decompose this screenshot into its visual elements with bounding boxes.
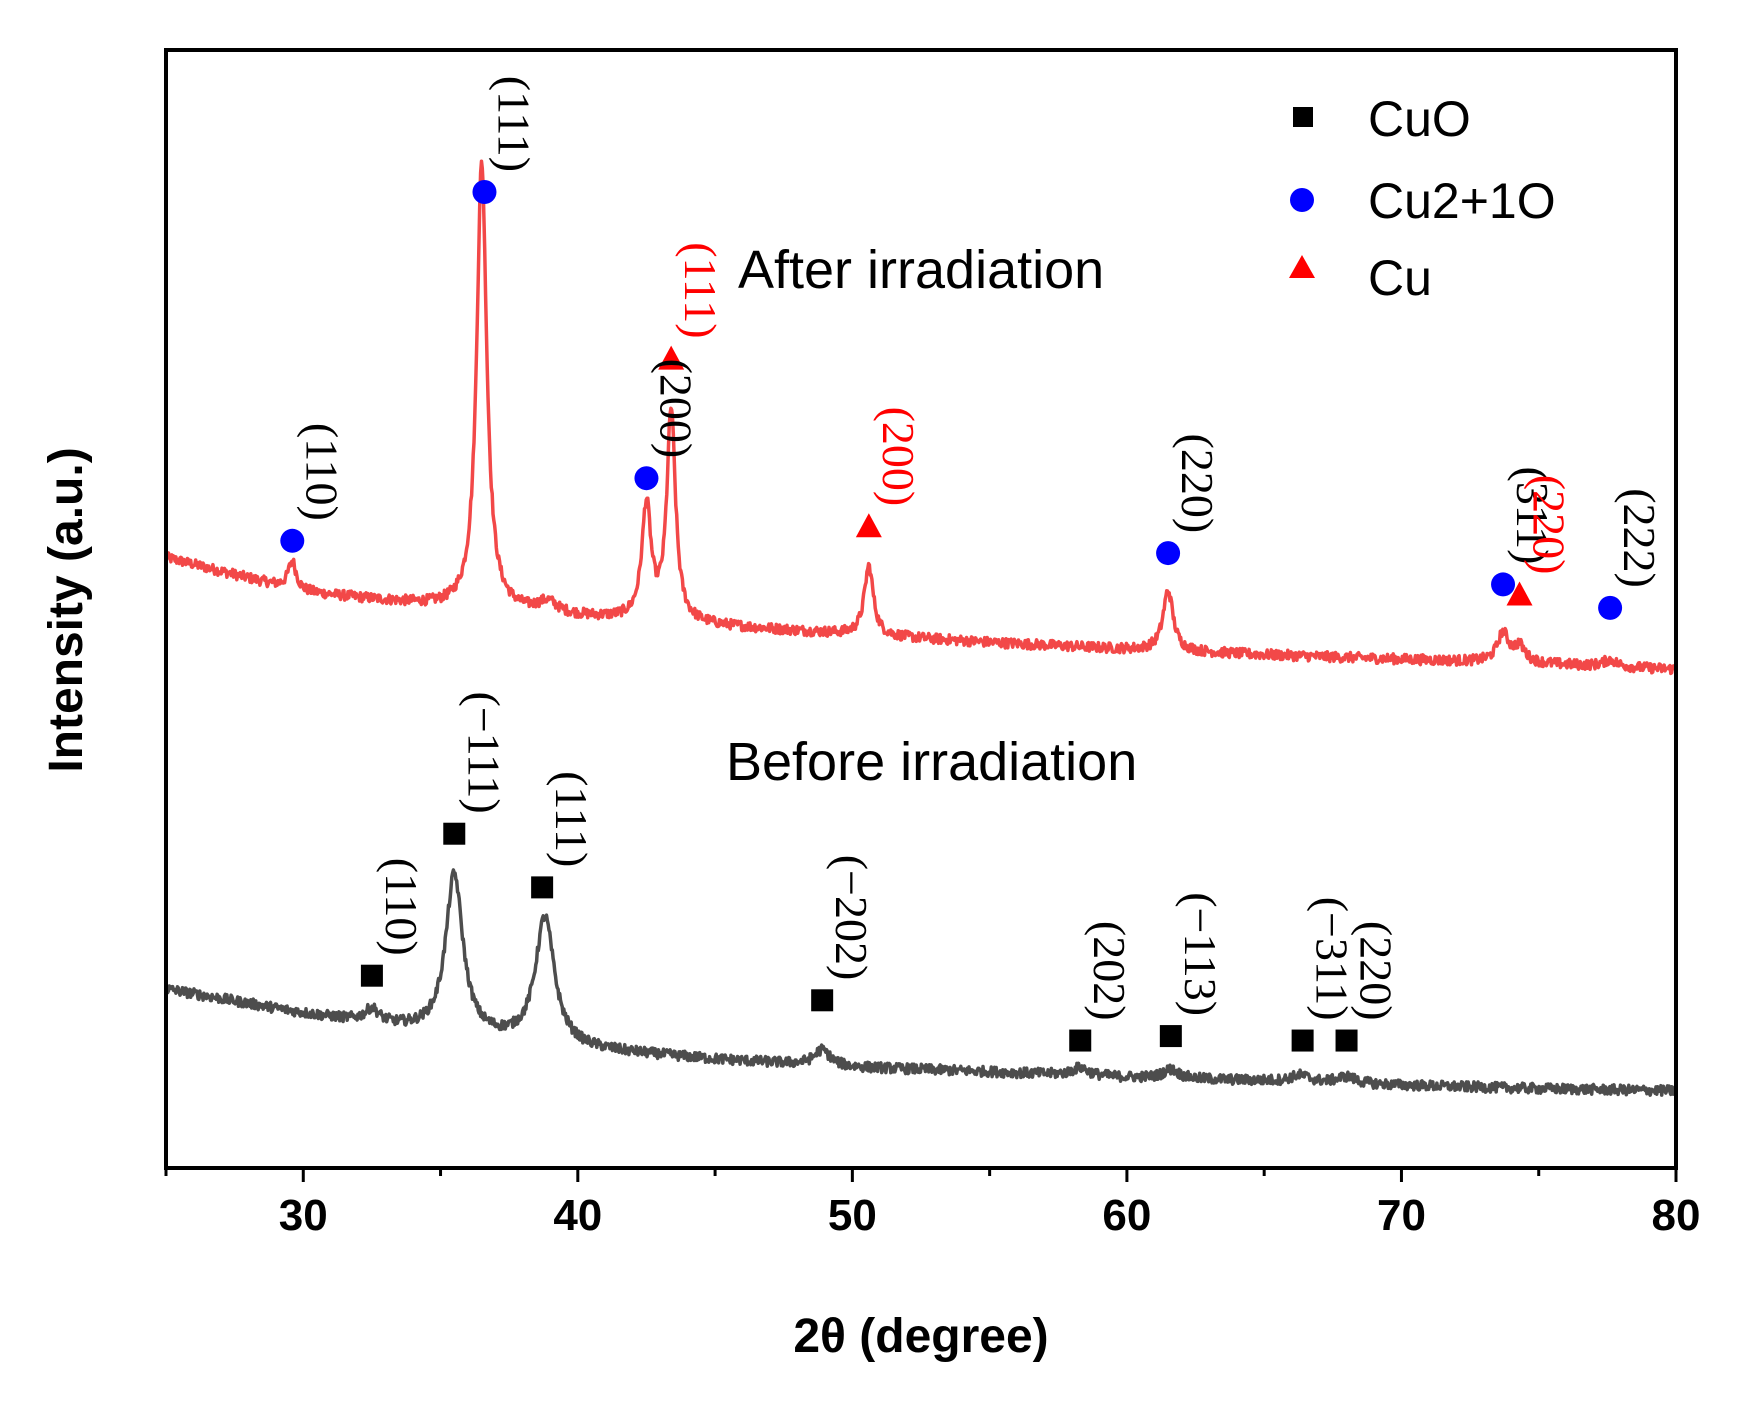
legend-label-cu: Cu (1368, 250, 1432, 306)
legend: CuO Cu2+1O Cu (1289, 91, 1556, 306)
series-title-after: After irradiation (738, 240, 1104, 300)
peak-label-before: (220) (1351, 921, 1402, 1021)
x-axis: 30 40 50 60 70 80 (164, 1168, 1701, 1240)
x-tick-label-60: 60 (1102, 1191, 1151, 1240)
x-axis-title: 2θ (degree) (793, 1310, 1048, 1363)
legend-marker-cu2o (1290, 188, 1314, 212)
peak-marker-cu (1506, 581, 1533, 606)
peak-marker-cu2o (280, 528, 305, 553)
peak-marker-cuo (443, 822, 466, 845)
y-axis-title: Intensity (a.u.) (40, 447, 93, 772)
x-tick-label-30: 30 (279, 1191, 328, 1240)
peak-label-after: (111) (675, 242, 726, 338)
peak-label-layer: (110)(111)(200)(111)(200) (220) (311)(220)… (296, 76, 1665, 1021)
series-line-before (165, 868, 1678, 1097)
peak-marker-cu (658, 345, 685, 370)
peak-label-before: (−113) (1175, 892, 1226, 1016)
legend-marker-cuo (1293, 107, 1313, 127)
peak-marker-cuo (1335, 1029, 1358, 1052)
peak-label-after: (200) (873, 407, 924, 507)
series-layer (164, 159, 1678, 1097)
peak-marker-cu (855, 513, 882, 538)
peak-label-after: (311) (1507, 467, 1558, 565)
peak-label-before: (110) (376, 858, 427, 956)
peak-marker-cuo (360, 964, 383, 987)
peak-marker-cu2o (634, 466, 659, 491)
legend-marker-cu (1289, 255, 1315, 278)
peak-label-after: (110) (296, 423, 347, 521)
series-title-before: Before irradiation (726, 732, 1137, 792)
peak-label-after: (220) (1524, 475, 1575, 575)
peak-label-before: (111) (546, 771, 597, 867)
peak-marker-cuo (531, 876, 554, 899)
peak-label-before: (202) (1084, 921, 1135, 1021)
legend-label-cuo: CuO (1368, 91, 1471, 147)
peak-marker-cuo (811, 989, 834, 1012)
peak-marker-cuo (1291, 1029, 1314, 1052)
peak-label-before: (−202) (826, 855, 877, 981)
peak-label-before: (−311) (1307, 897, 1358, 1021)
plot-frame (164, 48, 1678, 1170)
peak-marker-cuo (1159, 1025, 1182, 1048)
x-tick-label-70: 70 (1377, 1191, 1426, 1240)
x-tick-label-80: 80 (1652, 1191, 1701, 1240)
peak-label-after: (111) (489, 76, 540, 172)
peak-marker-cu2o (1491, 572, 1516, 597)
peak-label-before: (−111) (458, 692, 509, 814)
peak-marker-cu2o (1156, 541, 1181, 566)
legend-label-cu2o: Cu2+1O (1368, 173, 1556, 229)
peak-label-after: (222) (1614, 488, 1665, 588)
peak-marker-cuo (1069, 1029, 1092, 1052)
peak-label-after: (220) (1172, 434, 1223, 534)
peak-marker-cu2o (1598, 595, 1623, 620)
peak-marker-cu2o (472, 179, 497, 204)
series-line-after (164, 159, 1677, 676)
x-tick-label-50: 50 (828, 1191, 877, 1240)
peak-label-after: (200) (651, 359, 702, 459)
x-tick-label-40: 40 (553, 1191, 602, 1240)
marker-layer (280, 179, 1623, 1052)
